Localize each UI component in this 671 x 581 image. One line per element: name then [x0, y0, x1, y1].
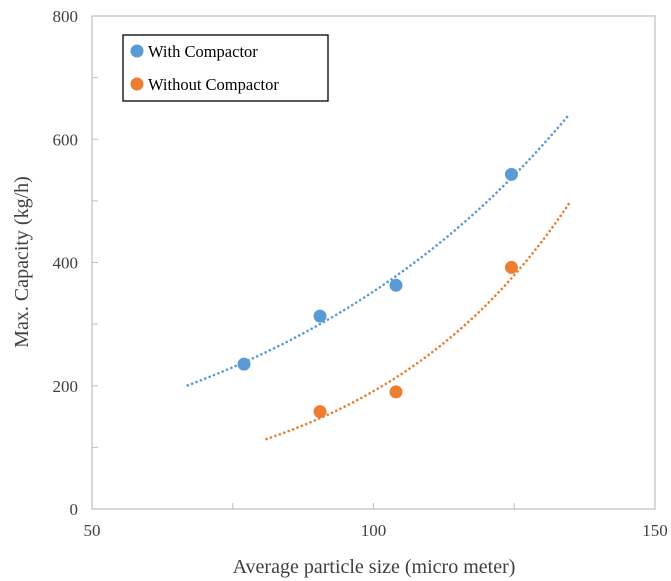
x-axis-label: Average particle size (micro meter) — [233, 556, 516, 578]
data-point-without-compactor — [505, 261, 518, 274]
data-point-with-compactor — [314, 310, 327, 323]
data-point-with-compactor — [238, 358, 251, 371]
legend-marker-without-compactor — [131, 78, 144, 91]
data-point-with-compactor — [390, 279, 403, 292]
y-axis-label: Max. Capacity (kg/h) — [11, 176, 33, 348]
y-tick-label: 600 — [53, 130, 79, 149]
y-tick-label: 400 — [53, 254, 79, 273]
y-tick-label: 800 — [53, 7, 79, 26]
y-tick-label: 0 — [70, 500, 79, 519]
x-tick-label: 150 — [642, 521, 668, 540]
trendline-without-compactor — [267, 201, 571, 439]
data-point-without-compactor — [314, 405, 327, 418]
y-tick-label: 200 — [53, 377, 79, 396]
legend-marker-with-compactor — [131, 45, 144, 58]
x-tick-label: 50 — [84, 521, 101, 540]
data-point-without-compactor — [390, 385, 403, 398]
legend-label-with-compactor: With Compactor — [148, 42, 258, 61]
x-tick-label: 100 — [361, 521, 387, 540]
data-point-with-compactor — [505, 168, 518, 181]
legend: With Compactor Without Compactor — [123, 35, 328, 101]
legend-label-without-compactor: Without Compactor — [148, 75, 279, 94]
trendline-with-compactor — [188, 116, 568, 385]
